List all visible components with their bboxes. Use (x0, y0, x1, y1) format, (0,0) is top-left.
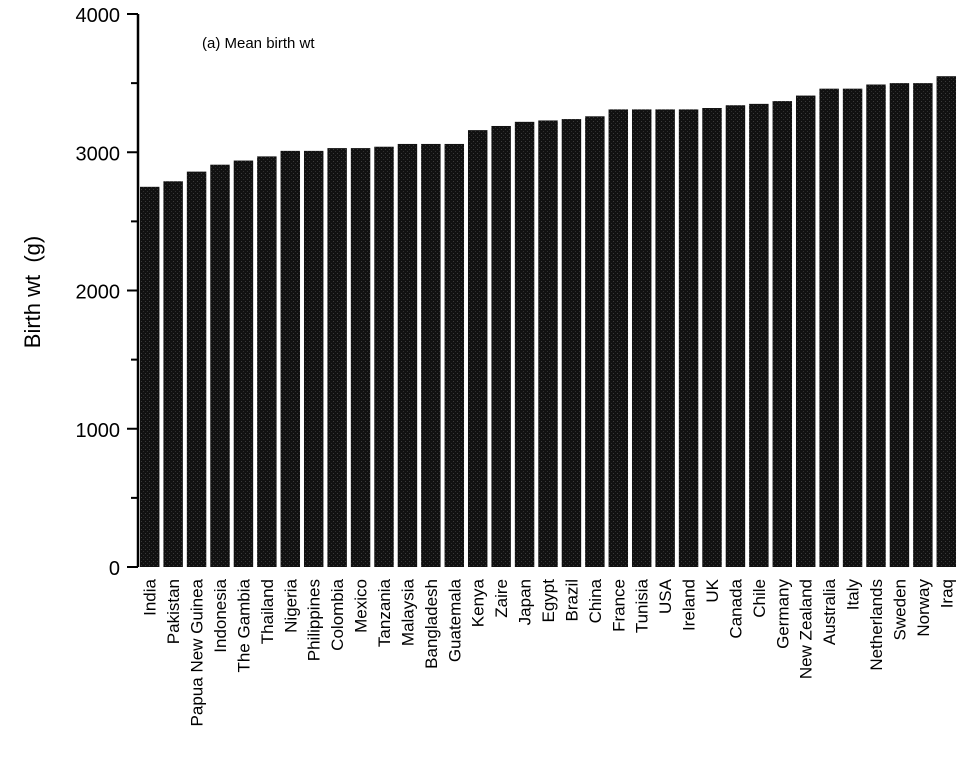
bar-indonesia (210, 164, 230, 567)
bar-tanzania (374, 146, 394, 567)
x-tick-label: Ireland (680, 579, 699, 631)
bar-papua-new-guinea (186, 171, 207, 568)
x-tick-label: Nigeria (281, 578, 300, 632)
bar-tunisia (631, 109, 652, 567)
x-tick-label: Italy (844, 579, 863, 611)
bar-kenya (467, 130, 488, 567)
x-tick-label: Kenya (469, 578, 488, 627)
x-tick-label: Philippines (305, 579, 324, 661)
bar-uk (702, 108, 722, 567)
x-tick-label: New Zealand (797, 579, 816, 679)
bar-australia (819, 88, 839, 567)
x-tick-label: France (609, 579, 628, 632)
y-tick-label: 3000 (76, 143, 121, 165)
bars-layer (139, 76, 957, 568)
y-ticks: 0 1000 2000 3000 4000 (76, 5, 138, 580)
bar-iraq (936, 76, 957, 568)
x-tick-label: Malaysia (398, 578, 417, 646)
bar-pakistan (163, 181, 183, 567)
bar-france (608, 109, 629, 567)
bar-thailand (257, 156, 277, 567)
x-tick-label: Norway (914, 579, 933, 637)
bar-philippines (303, 150, 324, 567)
x-tick-label: Australia (820, 578, 839, 645)
x-tick-label: UK (703, 578, 722, 602)
y-tick-label: 4000 (76, 5, 121, 27)
x-tick-label: Zaire (492, 579, 511, 618)
bar-usa (655, 109, 675, 567)
bar-netherlands (866, 84, 886, 567)
x-tick-label: USA (656, 578, 675, 614)
x-tick-label: India (141, 578, 160, 615)
x-tick-label: Tanzania (375, 578, 394, 647)
bar-japan (514, 121, 535, 567)
x-tick-label: Thailand (258, 579, 277, 644)
x-tick-label: Brazil (562, 579, 581, 622)
x-tick-label: Indonesia (211, 578, 230, 652)
x-tick-label: Sweden (890, 579, 909, 640)
bar-brazil (561, 119, 582, 567)
x-tick-label: Papua New Guinea (188, 578, 207, 726)
x-tick-label: Mexico (352, 579, 371, 633)
bar-sweden (889, 83, 910, 568)
bar-zaire (491, 125, 511, 567)
bar-nigeria (280, 150, 301, 567)
x-tick-label: Tunisia (633, 578, 652, 633)
y-axis-title: Birth wt (g) (20, 236, 45, 348)
bar-india (139, 186, 160, 567)
x-tick-label: Colombia (328, 578, 347, 650)
bar-mexico (350, 148, 371, 567)
chart-annotation: (a) Mean birth wt (202, 35, 315, 52)
x-tick-label: Pakistan (164, 579, 183, 644)
x-tick-label: Bangladesh (422, 579, 441, 669)
bar-germany (772, 101, 793, 567)
bar-bangladesh (421, 143, 441, 567)
bar-ireland (678, 109, 699, 567)
x-tick-label: Egypt (539, 579, 558, 623)
bar-egypt (538, 120, 558, 567)
bar-malaysia (397, 143, 418, 567)
x-tick-label: Chile (750, 579, 769, 618)
bar-canada (725, 105, 746, 567)
bar-the-gambia (233, 160, 254, 568)
bar-norway (913, 83, 933, 568)
x-tick-label: Netherlands (867, 579, 886, 671)
y-tick-label: 1000 (76, 420, 121, 442)
bar-china (585, 116, 605, 567)
bar-new-zealand (795, 95, 816, 567)
x-tick-label: Canada (726, 578, 745, 638)
x-tick-label: Japan (516, 579, 535, 625)
y-tick-label: 0 (109, 558, 120, 580)
bar-chile (749, 103, 769, 568)
x-tick-label: Guatemala (445, 578, 464, 662)
x-tick-labels: India Pakistan Papua New Guinea Indonesia Th… (141, 578, 957, 726)
bar-italy (842, 88, 863, 567)
x-tick-label: Germany (773, 579, 792, 649)
bar-colombia (327, 148, 347, 567)
x-tick-label: China (586, 578, 605, 623)
bar-guatemala (444, 143, 465, 567)
y-tick-label: 2000 (76, 282, 121, 304)
x-tick-label: The Gambia (234, 578, 253, 672)
x-tick-label: Iraq (937, 579, 956, 608)
